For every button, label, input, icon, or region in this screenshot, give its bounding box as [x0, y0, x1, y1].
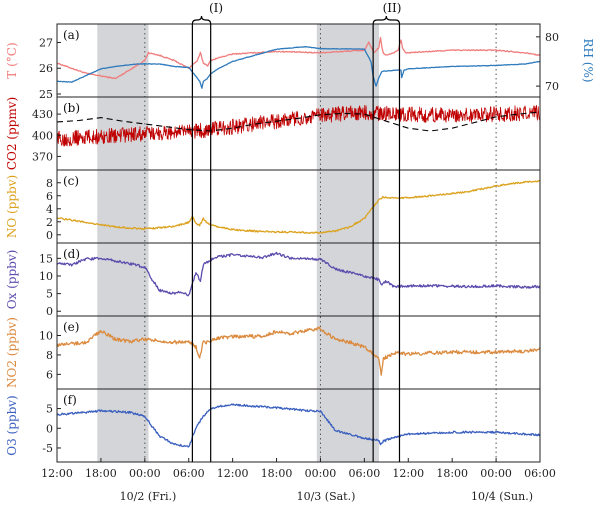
- series-line-no: [56, 179, 541, 235]
- y-tick-label: 4: [46, 203, 53, 216]
- y-axis-label: Ox (ppbv): [5, 250, 19, 310]
- series-line-t: [56, 36, 541, 80]
- series-line-rh: [57, 45, 541, 89]
- y-tick-label: 0: [46, 422, 53, 435]
- panel-label: (c): [63, 174, 79, 188]
- y-axis-label: T (°C): [5, 42, 19, 78]
- panel-label: (d): [63, 247, 80, 261]
- x-tick-label: 06:00: [349, 467, 381, 480]
- series-line-no2: [56, 326, 541, 376]
- day-label-2: 10/3 (Sat.): [297, 490, 356, 503]
- series-line-co2-baseline: [56, 111, 541, 132]
- x-tick-label: 06:00: [524, 467, 556, 480]
- event-label-II: (II): [383, 1, 402, 15]
- panel-b: 370 400 430 (b) CO2 (ppmv): [5, 96, 541, 171]
- y-tick-label: -5: [42, 442, 53, 455]
- y-axis-label: O3 (ppbv): [5, 395, 19, 455]
- event-label-I: (I): [209, 1, 223, 15]
- y-tick-label: 26: [39, 62, 53, 75]
- y-axis-label: NO2 (ppbv): [5, 317, 19, 388]
- y-tick-label: 6: [46, 368, 53, 381]
- event-lines: [191, 24, 401, 462]
- y-axis-label-right: RH (%): [581, 38, 595, 82]
- y-tick-label: 5: [46, 403, 53, 416]
- panel-e: 6 8 10 (e) NO2 (ppbv): [5, 315, 541, 390]
- x-tick-label: 12:00: [217, 467, 249, 480]
- x-tick-label: 12:00: [392, 467, 424, 480]
- x-tick-label: 12:00: [41, 467, 73, 480]
- y-tick-label-right: 80: [545, 31, 559, 44]
- panel-d: 0 5 10 15 (d) Ox (ppbv): [5, 242, 541, 318]
- y-tick-label: 0: [46, 229, 53, 242]
- y-axis-label: CO2 (ppmv): [5, 97, 19, 170]
- event-brace-II: [372, 15, 401, 25]
- panel-label: (f): [63, 393, 77, 407]
- y-axis-label: NO (ppbv): [5, 175, 19, 238]
- panel-label: (a): [63, 28, 80, 42]
- y-tick-label: 8: [46, 349, 53, 362]
- x-tick-label: 00:00: [480, 467, 512, 480]
- x-tick-label: 18:00: [85, 467, 117, 480]
- series-line-o3: [56, 403, 541, 448]
- day-label-1: 10/2 (Fri.): [120, 490, 177, 503]
- y-tick-label: 370: [32, 150, 53, 163]
- y-tick-label: 10: [39, 270, 53, 283]
- panel-label: (b): [63, 101, 80, 115]
- y-tick-label: 5: [46, 288, 53, 301]
- x-tick-label: 18:00: [261, 467, 293, 480]
- y-tick-label: 10: [39, 330, 53, 343]
- panel-frame: [56, 388, 541, 463]
- y-tick-label: 0: [46, 305, 53, 318]
- event-brace-I: [191, 15, 212, 25]
- y-tick-label: 2: [46, 216, 53, 229]
- x-tick-label: 00:00: [129, 467, 161, 480]
- series-line-co2-observed: [56, 104, 541, 147]
- event-markers: (I) (II): [191, 1, 402, 25]
- series-line-ox: [56, 251, 541, 297]
- y-tick-label: 8: [46, 177, 53, 190]
- y-tick-label-right: 70: [545, 80, 559, 93]
- x-tick-label: 18:00: [436, 467, 468, 480]
- y-tick-label: 25: [39, 88, 53, 101]
- y-tick-label: 6: [46, 190, 53, 203]
- y-tick-label: 27: [39, 36, 53, 49]
- x-axis: 12:00 18:00 00:00 06:00 12:00 18:00 00:00 06:00…: [41, 458, 556, 480]
- y-tick-label: 430: [32, 108, 53, 121]
- day-label-3: 10/4 (Sun.): [471, 490, 533, 503]
- panel-label: (e): [63, 320, 79, 334]
- y-tick-label: 400: [32, 129, 53, 142]
- day-labels: 10/2 (Fri.) 10/3 (Sat.) 10/4 (Sun.): [120, 490, 533, 503]
- panel-a: 25 26 27 70 80 (a) T (°C) RH (%): [5, 23, 595, 101]
- x-tick-label: 06:00: [173, 467, 205, 480]
- panel-f: -5 0 5 (f) O3 (ppbv): [5, 388, 541, 463]
- y-tick-label: 15: [39, 252, 53, 265]
- x-tick-label: 00:00: [305, 467, 337, 480]
